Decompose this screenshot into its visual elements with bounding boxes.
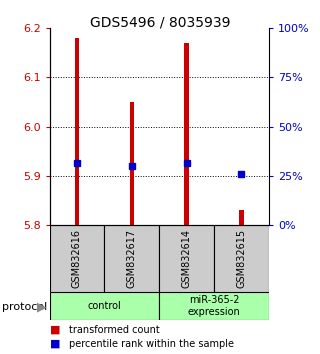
Text: miR-365-2
expression: miR-365-2 expression [188, 295, 240, 317]
Text: GSM832617: GSM832617 [127, 229, 137, 288]
Text: GSM832614: GSM832614 [182, 229, 192, 288]
Text: GSM832615: GSM832615 [236, 229, 246, 288]
Bar [50, 292, 159, 320]
Bar [159, 225, 214, 292]
Text: transformed count: transformed count [69, 325, 160, 335]
Text: ■: ■ [50, 339, 60, 349]
Text: ▶: ▶ [37, 300, 46, 313]
Text: protocol: protocol [2, 302, 47, 312]
Bar [239, 210, 244, 225]
Text: control: control [88, 301, 121, 311]
Bar [184, 43, 189, 225]
Bar [50, 225, 104, 292]
Bar [159, 292, 269, 320]
Text: GDS5496 / 8035939: GDS5496 / 8035939 [90, 16, 230, 30]
Text: ■: ■ [50, 325, 60, 335]
Bar [104, 225, 159, 292]
Text: GSM832616: GSM832616 [72, 229, 82, 288]
Bar [214, 225, 269, 292]
Bar [130, 102, 134, 225]
Text: percentile rank within the sample: percentile rank within the sample [69, 339, 234, 349]
Bar [75, 38, 79, 225]
